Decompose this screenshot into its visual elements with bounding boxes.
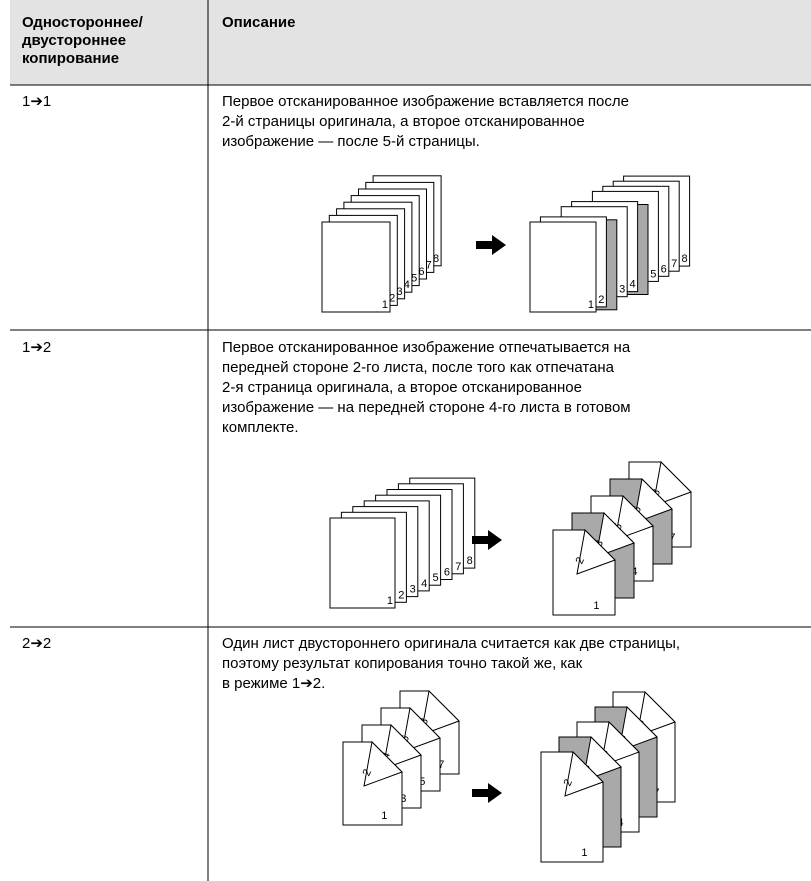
page-number: 1: [588, 299, 594, 311]
page-number: 2: [389, 292, 395, 304]
sheet-fold: [382, 723, 422, 770]
page-number: 6: [418, 266, 424, 278]
sheet-fold: [633, 477, 673, 524]
page-number: 4: [404, 279, 410, 291]
header-bg: [10, 0, 811, 85]
sheet-fold: [576, 528, 616, 575]
description-line: в режиме 1➔2.: [222, 675, 326, 692]
description-line: Один лист двустороннего оригинала считае…: [222, 635, 681, 652]
page-number: 2: [598, 294, 604, 306]
sheet-fold: [595, 511, 635, 558]
page-number: 3: [396, 286, 402, 298]
header-line: копирование: [22, 50, 120, 67]
arrow: [472, 783, 502, 803]
description-line: Первое отсканированное изображение отпеч…: [222, 339, 631, 356]
description-line: 2-й страницы оригинала, а второе отскани…: [222, 113, 585, 130]
description-line: поэтому результат копирования точно тако…: [222, 655, 583, 672]
page-number: 7: [438, 759, 444, 771]
mode: 1➔2: [22, 339, 52, 356]
mode: 2➔2: [22, 635, 52, 652]
page-number: 3: [400, 793, 406, 805]
arrow: [472, 530, 502, 550]
page-number: 8: [467, 555, 473, 567]
sheet-fold: [618, 705, 658, 752]
description-line: передней стороне 2-го листа, после того …: [222, 359, 614, 376]
sheet-fold: [582, 735, 622, 782]
page: [529, 221, 597, 313]
description-line: 2-я страница оригинала, а второе отскани…: [222, 379, 582, 396]
page-number: 8: [433, 253, 439, 265]
description-line: изображение — после 5-й страницы.: [222, 133, 480, 150]
page-number: 1: [382, 299, 388, 311]
header-cell: Одностороннее/ двустороннее копирование: [22, 14, 143, 68]
page-number: 7: [455, 561, 461, 573]
page-number: 6: [444, 567, 450, 579]
description-line: изображение — на передней стороне 4-го л…: [222, 399, 631, 416]
sheet-fold: [564, 750, 604, 797]
sheet-fold: [636, 690, 676, 737]
description-line: Первое отсканированное изображение встав…: [222, 93, 629, 110]
page: [329, 517, 396, 609]
description-line: комплекте.: [222, 419, 299, 436]
page-number: 7: [671, 258, 677, 270]
page-number: 3: [619, 284, 625, 296]
sheet-fold: [652, 460, 692, 507]
mode: 1➔1: [22, 93, 52, 110]
page-number: 4: [629, 279, 635, 291]
header-line: двустороннее: [22, 32, 127, 49]
page-number: 5: [432, 572, 438, 584]
page-number: 5: [419, 776, 425, 788]
page-number: 2: [562, 777, 575, 788]
sheet-fold: [401, 706, 441, 753]
page-number: 5: [411, 273, 417, 285]
page-number: 2: [361, 767, 374, 778]
header-cell: Описание: [222, 14, 296, 31]
sheet-fold: [600, 720, 640, 767]
sheet-fold: [363, 740, 403, 787]
header-line: Одностороннее/: [22, 14, 143, 31]
page-number: 6: [661, 263, 667, 275]
page-number: 1: [593, 600, 599, 612]
page-number: 1: [581, 847, 587, 859]
sheet-fold: [420, 689, 460, 736]
page-number: 2: [574, 555, 587, 566]
sheet-fold: [614, 494, 654, 541]
arrow: [476, 235, 506, 255]
page-number: 8: [681, 253, 687, 265]
page-number: 4: [421, 578, 427, 590]
page-number: 1: [387, 595, 393, 607]
page-number: 1: [381, 810, 387, 822]
page-number: 3: [410, 584, 416, 596]
page: [321, 221, 391, 313]
page-number: 7: [426, 259, 432, 271]
page-number: 5: [650, 268, 656, 280]
page-number: 2: [398, 589, 404, 601]
